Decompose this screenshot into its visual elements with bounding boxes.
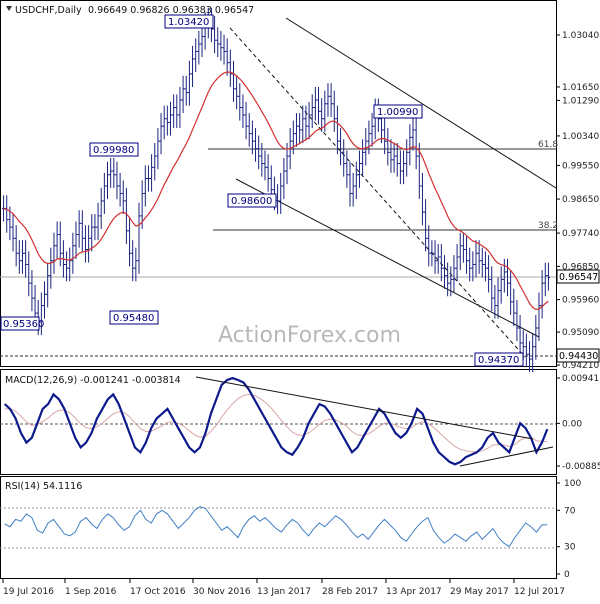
callout-mid-low: 0.98600 (227, 193, 277, 208)
x-tick-label: 12 Jul 2017 (514, 587, 565, 597)
price-tick-label: 0.94210 (562, 361, 599, 371)
fib-label-38-2: 38.2 (538, 221, 558, 231)
ohlc-values: 0.96649 0.96826 0.96383 0.96547 (88, 5, 254, 16)
x-tick-label: 13 Apr 2017 (386, 587, 442, 597)
channel-lower-line (235, 178, 540, 338)
rsi-panel-frame (0, 476, 557, 579)
macd-axis: 0.009411 0.00 -0.008852 (556, 374, 600, 472)
support-price-tag: 0.94430 (556, 348, 600, 363)
x-axis: 19 Jul 2016 1 Sep 2016 17 Oct 2016 30 Nov 2… (2, 579, 565, 597)
x-tick-label: 30 Nov 2016 (193, 587, 251, 597)
callout-left-high: 0.99980 (89, 142, 139, 157)
macd-main-line (3, 376, 549, 466)
rsi-line (4, 506, 548, 548)
macd-signal-line (4, 393, 548, 453)
header-area: USDCHF,Daily 0.96649 0.96826 0.96383 0.9… (6, 5, 254, 16)
x-tick-label: 19 Jul 2016 (3, 587, 54, 597)
svg-text:0.94370: 0.94370 (478, 355, 519, 366)
price-tick-label: 1.01290 (562, 96, 599, 106)
x-tick-label: 17 Oct 2016 (130, 587, 186, 597)
price-axis: 1.03040 1.01650 1.01290 1.00340 0.99550 0.986… (556, 31, 599, 371)
svg-text:0.96547: 0.96547 (559, 272, 598, 283)
rsi-tick-label: 0 (564, 570, 570, 580)
symbol-label: USDCHF,Daily (15, 5, 82, 16)
svg-text:0.95480: 0.95480 (113, 313, 154, 324)
rsi-tick-label: 30 (564, 543, 576, 553)
svg-text:1.03420: 1.03420 (168, 17, 209, 28)
callout-left-low: 0.95360 (0, 316, 44, 331)
fib-label-61-8: 61.8 (538, 140, 558, 150)
price-tick-label: 0.99550 (562, 161, 599, 171)
svg-text:0.95360: 0.95360 (3, 319, 44, 330)
macd-tick-label: -0.008852 (562, 462, 600, 472)
last-price-tag: 0.96547 (556, 269, 600, 284)
rsi-axis: 100 70 30 0 (556, 479, 581, 580)
rsi-title: RSI(14) 54.1116 (5, 481, 82, 492)
price-tick-label: 0.97740 (562, 229, 599, 239)
macd-title: MACD(12,26,9) -0.001241 -0.003814 (5, 375, 181, 386)
svg-text:1.00990: 1.00990 (377, 107, 418, 118)
x-tick-label: 13 Jan 2017 (257, 587, 311, 597)
svg-text:0.94430: 0.94430 (559, 351, 598, 362)
channel-upper-line (285, 17, 557, 189)
watermark: ActionForex.com (218, 323, 401, 348)
callout-high-1: 1.03420 (164, 14, 214, 29)
price-tick-label: 1.03040 (562, 31, 599, 41)
channel-mid-dashed-line (229, 27, 526, 358)
x-tick-label: 29 May 2017 (450, 587, 509, 597)
ema-line (3, 71, 549, 311)
price-tick-label: 1.00340 (562, 132, 599, 142)
svg-text:0.98600: 0.98600 (231, 196, 272, 207)
x-tick-label: 1 Sep 2016 (65, 587, 117, 597)
rsi-tick-label: 70 (564, 506, 576, 516)
price-tick-label: 0.95090 (562, 328, 599, 338)
x-tick-label: 28 Feb 2017 (322, 587, 378, 597)
price-tick-label: 0.96850 (562, 262, 599, 272)
price-tick-label: 0.98650 (562, 195, 599, 205)
macd-trend-upper (195, 376, 534, 440)
price-tick-label: 0.95960 (562, 296, 599, 306)
macd-tick-label: 0.009411 (562, 374, 600, 384)
rsi-tick-label: 100 (564, 479, 581, 489)
macd-tick-label: 0.00 (562, 419, 582, 429)
callout-recent-low: 0.94370 (474, 352, 524, 367)
price-tick-label: 1.01650 (562, 83, 599, 93)
macd-panel-frame (0, 369, 557, 475)
svg-text:0.99980: 0.99980 (93, 145, 134, 156)
macd-trend-lower (459, 446, 554, 467)
callout-left-low-2: 0.95480 (109, 310, 159, 325)
main-panel-frame (0, 0, 557, 367)
callout-high-2: 1.00990 (373, 104, 423, 119)
price-bars-group (1, 7, 551, 373)
collapse-triangle-icon[interactable] (6, 6, 12, 11)
